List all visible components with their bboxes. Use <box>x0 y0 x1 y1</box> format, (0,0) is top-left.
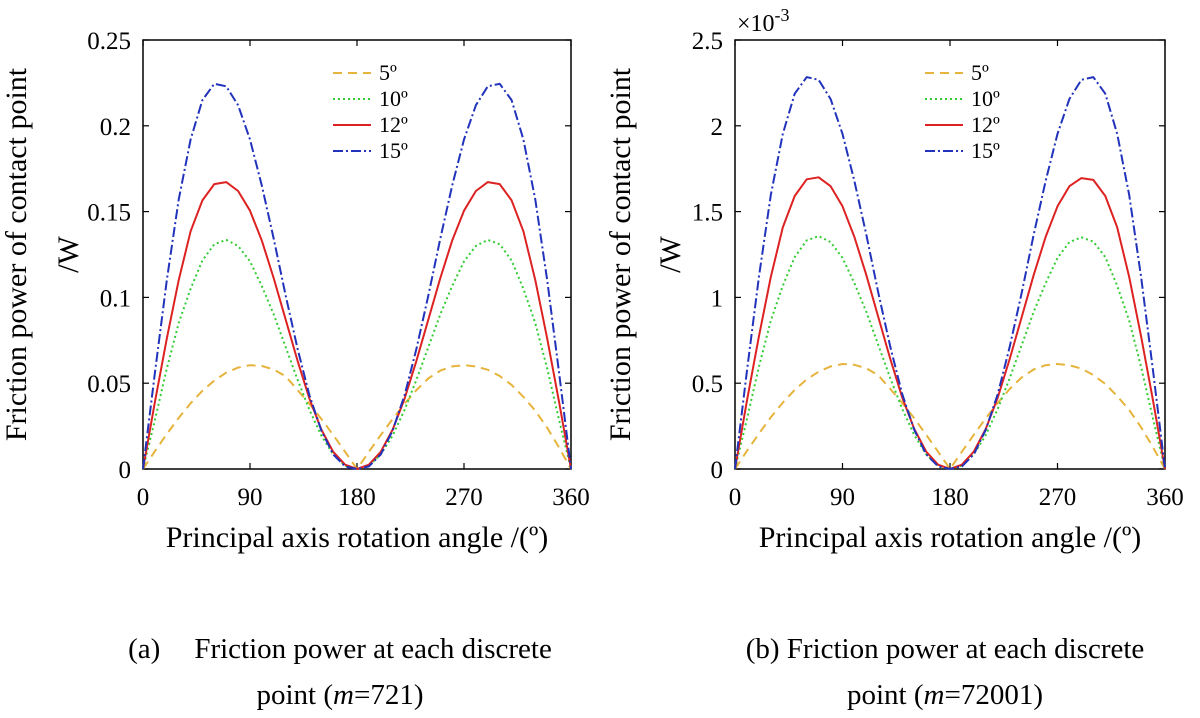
chart-b-series-line-1 <box>734 235 1166 470</box>
chart-a-legend-label-2: 12º <box>379 112 408 137</box>
caption-b-line1: Friction power at each discrete <box>786 633 1145 665</box>
chart-b-axes-box <box>734 39 1166 470</box>
chart-a-axes-box <box>142 39 572 470</box>
chart-b-ytick-label: 2.5 <box>692 28 723 55</box>
chart-a-xtick-label: 0 <box>137 484 150 511</box>
figure: 0 90 180 270 360 0 0.05 0.1 0.15 0.2 0.25 Principal… <box>0 5 1184 554</box>
caption-a-line1: Friction power at each discrete <box>194 633 552 665</box>
chart-b-series-line-3 <box>734 76 1166 470</box>
caption-b-line2-var: m <box>923 679 945 711</box>
chart-b-legend-label-3: 15º <box>971 138 1000 163</box>
chart-b-exponent-power: -3 <box>775 5 790 25</box>
chart-a-series-line-3 <box>142 82 572 470</box>
chart-b: 0 90 180 270 360 0 0.5 1 1.5 2 2.5 ×10-3 Principal a… <box>604 5 1184 554</box>
caption-b-line2-prefix: point ( <box>847 679 924 711</box>
chart-b-series-line-2 <box>734 176 1166 470</box>
caption-a-line2-var: m <box>333 679 354 711</box>
chart-b-ytick-label: 2 <box>711 114 724 141</box>
chart-a-xlabel: Principal axis rotation angle /(º) <box>166 521 549 554</box>
chart-b-legend-label-0: 5º <box>971 60 989 85</box>
caption-b-line2-suffix: =72001) <box>944 679 1043 711</box>
chart-b-ytick-label: 1 <box>711 285 724 312</box>
chart-b-xtick-label: 360 <box>1146 484 1184 511</box>
chart-b-ytick-label: 0.5 <box>692 371 723 398</box>
caption-a: (a) Friction power at each discrete point… <box>60 626 620 718</box>
chart-b-xtick-label: 90 <box>830 484 855 511</box>
chart-b-legend-label-1: 10º <box>971 86 1000 111</box>
caption-a-line2-suffix: =721) <box>353 679 424 711</box>
chart-a-xtick-label: 90 <box>238 484 263 511</box>
chart-a-ylabel-line1: Friction power of contact point <box>0 67 33 441</box>
chart-b-series-line-0 <box>734 363 1166 470</box>
chart-a-ytick-label: 0 <box>119 457 132 484</box>
chart-a-series-line-0 <box>142 364 572 470</box>
chart-a-legend-label-1: 10º <box>379 86 408 111</box>
chart-b-exponent-label: ×10-3 <box>737 5 790 37</box>
chart-a-ytick-label: 0.2 <box>100 114 131 141</box>
chart-b-legend-label-2: 12º <box>971 112 1000 137</box>
chart-a-ytick-label: 0.25 <box>87 28 131 55</box>
chart-a-ytick-label: 0.15 <box>87 200 131 227</box>
chart-b-ylabel-line1: Friction power of contact point <box>604 67 637 441</box>
chart-b-xlabel: Principal axis rotation angle /(º) <box>759 521 1142 554</box>
chart-b-ylabel-line2: /W <box>654 235 687 272</box>
chart-a-xtick-label: 270 <box>445 484 483 511</box>
chart-b-xtick-label: 270 <box>1039 484 1077 511</box>
chart-a-xtick-label: 360 <box>552 484 590 511</box>
chart-b-xtick-label: 0 <box>729 484 742 511</box>
caption-a-line2-prefix: point ( <box>256 679 334 711</box>
chart-a-series-line-1 <box>142 238 572 470</box>
chart-b-xtick-label: 180 <box>931 484 969 511</box>
chart-a-legend-label-0: 5º <box>379 60 397 85</box>
chart-a: 0 90 180 270 360 0 0.05 0.1 0.15 0.2 0.25 Principal… <box>0 28 590 554</box>
chart-b-ytick-label: 1.5 <box>692 200 723 227</box>
caption-b-label: (b) <box>745 633 780 665</box>
caption-a-label: (a) <box>128 633 161 665</box>
chart-a-ytick-label: 0.05 <box>87 371 131 398</box>
chart-a-xtick-label: 180 <box>338 484 376 511</box>
chart-a-ylabel-line2: /W <box>52 235 85 272</box>
chart-a-legend-label-3: 15º <box>379 138 408 163</box>
chart-a-ytick-label: 0.1 <box>100 285 131 312</box>
chart-b-ytick-label: 0 <box>711 457 724 484</box>
chart-a-series-line-2 <box>142 181 572 470</box>
caption-b: (b) Friction power at each discrete poin… <box>690 626 1200 718</box>
